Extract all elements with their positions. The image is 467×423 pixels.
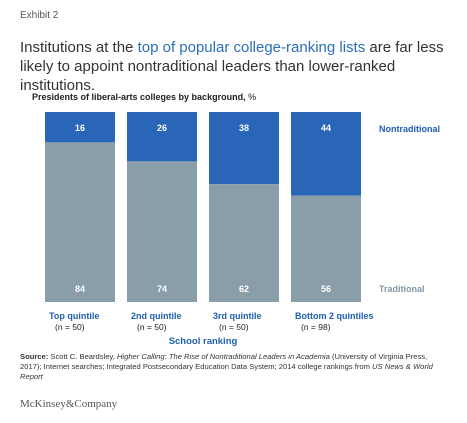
- data-label-nontraditional: 16: [75, 123, 85, 133]
- category-label: 3rd quintile: [213, 311, 262, 321]
- bar-traditional: [291, 195, 361, 302]
- data-label-traditional: 84: [75, 284, 85, 294]
- category-sample-size: (n = 50): [219, 322, 249, 332]
- bar-nontraditional: [127, 112, 197, 162]
- category-label: 2nd quintile: [131, 311, 182, 321]
- headline-text-before: Institutions at the: [20, 39, 138, 56]
- chart-subtitle-text: Presidents of liberal-arts colleges by b…: [32, 92, 246, 102]
- source-italic-2: US News & World Report: [20, 362, 433, 381]
- mckinsey-logo: McKinsey&Company: [20, 398, 118, 410]
- category-label: Bottom 2 quintiles: [295, 311, 374, 321]
- chart-subtitle-unit: %: [245, 92, 257, 102]
- data-label-nontraditional: 38: [239, 123, 249, 133]
- category-label: Top quintile: [49, 311, 99, 321]
- x-axis-title: School ranking: [169, 336, 238, 347]
- headline: Institutions at the top of popular colle…: [20, 38, 450, 95]
- category-sample-size: (n = 50): [137, 322, 167, 332]
- source-text-2: (University of Virginia Press, 2017); In…: [20, 352, 428, 371]
- bar-traditional: [45, 142, 115, 302]
- legend-traditional: Traditional: [379, 284, 425, 294]
- source-text-1: Scott C. Beardsley,: [48, 352, 117, 361]
- headline-text-after: are far less likely to appoint nontradit…: [20, 39, 444, 94]
- bar-nontraditional: [45, 112, 115, 143]
- bar-nontraditional: [209, 112, 279, 185]
- exhibit-label: Exhibit 2: [20, 10, 59, 21]
- data-label-traditional: 62: [239, 284, 249, 294]
- bar-nontraditional: [291, 112, 361, 196]
- source-italic-1: Higher Calling: The Rise of Nontradition…: [116, 352, 330, 361]
- data-label-nontraditional: 26: [157, 123, 167, 133]
- bar-traditional: [127, 161, 197, 302]
- category-sample-size: (n = 50): [55, 322, 85, 332]
- source-note: Source: Scott C. Beardsley, Higher Calli…: [20, 352, 450, 382]
- legend-nontraditional: Nontraditional: [379, 124, 440, 134]
- data-label-nontraditional: 44: [321, 123, 331, 133]
- bar-traditional: [209, 184, 279, 302]
- data-label-traditional: 74: [157, 284, 167, 294]
- data-label-traditional: 56: [321, 284, 331, 294]
- source-label: Source:: [20, 352, 49, 361]
- chart-subtitle: Presidents of liberal-arts colleges by b…: [32, 92, 256, 102]
- headline-highlight: top of popular college-ranking lists: [137, 39, 366, 56]
- category-sample-size: (n = 98): [301, 322, 331, 332]
